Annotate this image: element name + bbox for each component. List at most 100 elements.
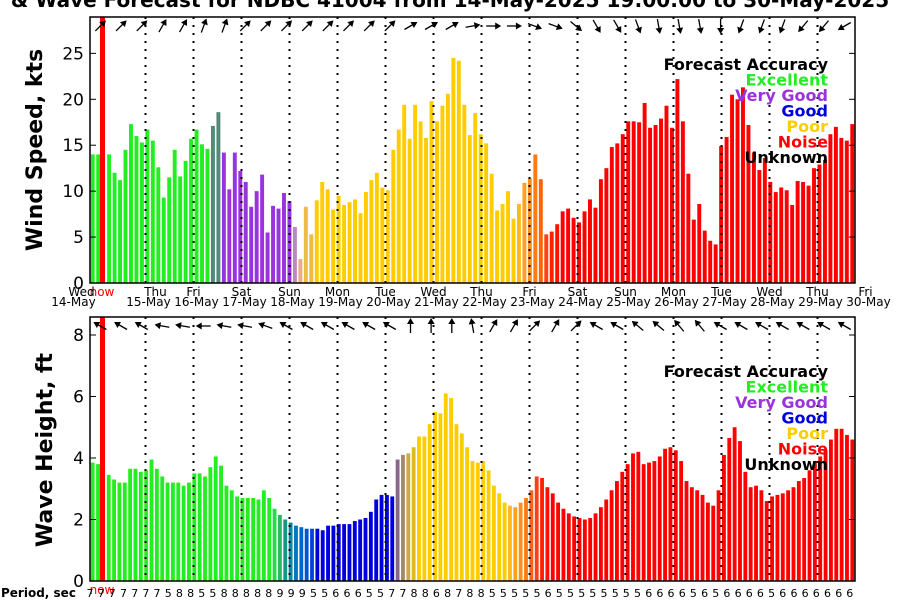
bar bbox=[210, 125, 215, 284]
bar bbox=[796, 481, 801, 581]
period-value: 6 bbox=[344, 587, 351, 600]
period-value: 8 bbox=[444, 587, 451, 600]
arrow-head bbox=[119, 20, 127, 28]
arrow-head bbox=[258, 322, 266, 329]
arrow-head bbox=[341, 321, 349, 329]
bar bbox=[648, 127, 653, 284]
bar bbox=[138, 471, 143, 581]
direction-arrow bbox=[634, 19, 642, 34]
bar bbox=[513, 507, 518, 581]
bar bbox=[713, 244, 718, 283]
arrow-head bbox=[99, 20, 106, 28]
bar bbox=[759, 490, 764, 581]
bar bbox=[282, 192, 286, 283]
wind-speed-axis-label: Wind Speed, kts bbox=[23, 49, 48, 251]
arrow-head bbox=[495, 22, 502, 30]
bar bbox=[283, 519, 288, 581]
bar bbox=[495, 210, 500, 283]
bar bbox=[556, 502, 561, 581]
direction-arrow bbox=[631, 320, 644, 331]
direction-arrow bbox=[445, 21, 459, 31]
period-axis-label: Period, sec bbox=[1, 586, 76, 600]
direction-arrow bbox=[613, 19, 622, 33]
period-value: 8 bbox=[176, 587, 183, 600]
period-value: 6 bbox=[779, 587, 786, 600]
bar bbox=[165, 482, 170, 581]
direction-arrow bbox=[300, 321, 314, 331]
arrow-head bbox=[195, 322, 202, 330]
bar bbox=[833, 126, 838, 283]
bar bbox=[254, 191, 259, 283]
bar bbox=[200, 144, 204, 283]
y-tick-label: 5 bbox=[73, 228, 84, 248]
bar bbox=[331, 525, 336, 581]
period-value: 5 bbox=[165, 587, 172, 600]
period-value: 5 bbox=[634, 587, 641, 600]
bar bbox=[817, 164, 822, 283]
direction-arrow bbox=[509, 319, 518, 333]
direction-arrow bbox=[280, 20, 293, 32]
bar bbox=[473, 113, 478, 283]
arrow-head bbox=[140, 20, 148, 28]
direction-arrow bbox=[610, 321, 624, 331]
bar bbox=[183, 160, 188, 283]
bar bbox=[156, 167, 161, 283]
date-axis: Wed14-MayThu15-MayFri16-MaySat17-MaySun1… bbox=[51, 285, 890, 309]
direction-arrow bbox=[737, 19, 745, 34]
bar bbox=[722, 454, 726, 581]
day-label: Mon bbox=[325, 285, 350, 299]
arrow-head bbox=[837, 23, 845, 31]
period-value: 7 bbox=[154, 587, 161, 600]
bar bbox=[396, 129, 401, 283]
bar bbox=[598, 507, 603, 581]
direction-arrow bbox=[448, 318, 456, 333]
y-tick-label: 0 bbox=[73, 274, 84, 294]
date-label: 22-May bbox=[462, 295, 506, 309]
period-value: 6 bbox=[355, 587, 362, 600]
arrow-head bbox=[615, 25, 622, 33]
period-value: 9 bbox=[288, 587, 295, 600]
bar bbox=[336, 195, 341, 283]
direction-arrow bbox=[178, 19, 188, 33]
bar bbox=[560, 211, 565, 283]
period-value: 8 bbox=[411, 587, 418, 600]
arrow-head bbox=[285, 20, 293, 28]
arrow-head bbox=[631, 320, 639, 328]
arrow-head bbox=[221, 18, 229, 26]
bar bbox=[784, 190, 789, 283]
bar bbox=[352, 521, 357, 581]
bar bbox=[695, 490, 700, 581]
arrow-head bbox=[468, 318, 476, 325]
bar bbox=[331, 209, 336, 283]
direction-arrow bbox=[696, 18, 704, 34]
direction-arrow bbox=[465, 22, 481, 30]
arrow-head bbox=[535, 23, 543, 30]
bar bbox=[194, 129, 199, 283]
direction-arrow bbox=[818, 20, 829, 33]
date-label: 20-May bbox=[366, 295, 410, 309]
arrow-head bbox=[410, 21, 418, 29]
date-label: 23-May bbox=[510, 295, 554, 309]
bar bbox=[227, 189, 232, 283]
arrow-head bbox=[368, 20, 375, 28]
bar bbox=[566, 513, 571, 581]
bar bbox=[653, 125, 658, 283]
bar bbox=[812, 168, 816, 283]
bar bbox=[129, 124, 133, 283]
period-value: 8 bbox=[187, 587, 194, 600]
bar bbox=[197, 473, 202, 582]
legend-item: Very Good bbox=[735, 86, 828, 105]
period-value: 5 bbox=[768, 587, 775, 600]
date-label: 21-May bbox=[414, 295, 458, 309]
bar bbox=[631, 453, 635, 581]
period-value: 6 bbox=[835, 587, 842, 600]
bar bbox=[90, 462, 95, 581]
y-tick-label: 25 bbox=[62, 44, 84, 64]
day-label: Thu bbox=[469, 285, 493, 299]
bar bbox=[637, 122, 642, 283]
bar bbox=[347, 524, 352, 581]
bar bbox=[417, 436, 421, 581]
period-value: 8 bbox=[478, 587, 485, 600]
